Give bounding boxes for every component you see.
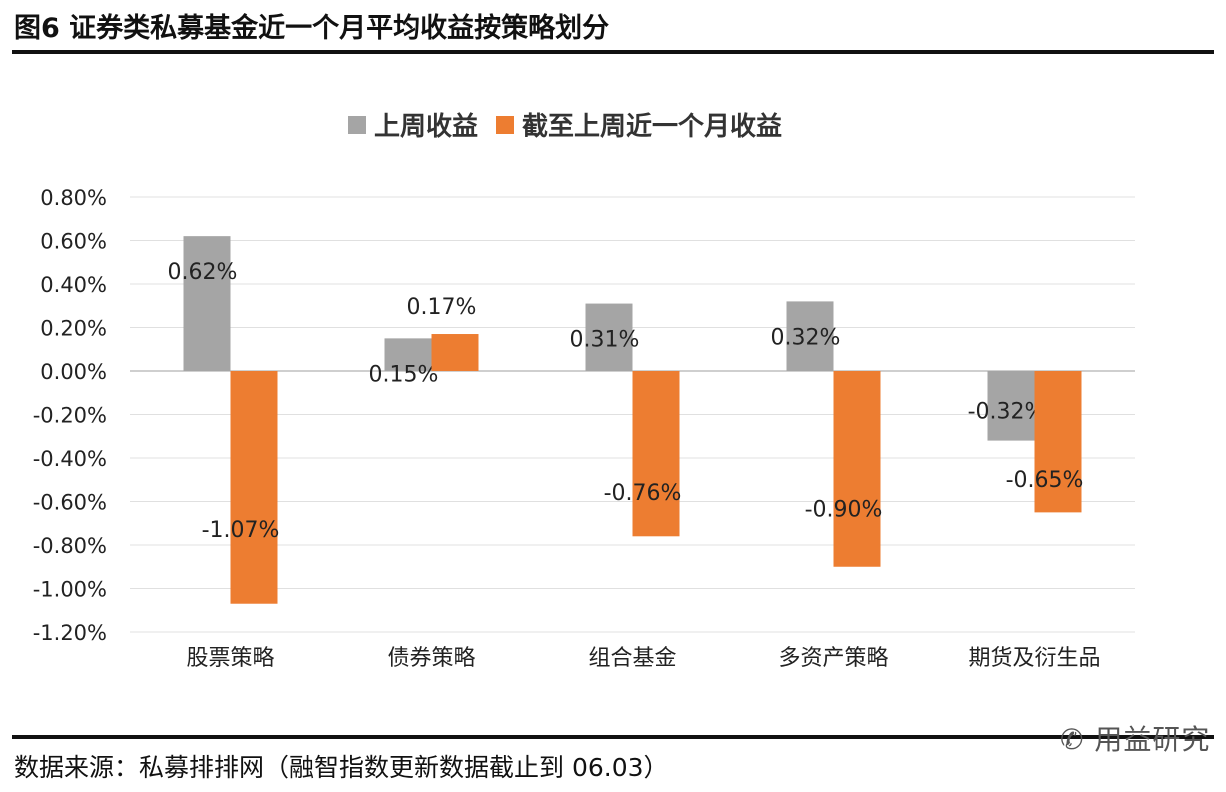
bar-monthly [431,334,479,371]
y-tick-label: -0.80% [33,534,107,558]
data-label: 0.31% [570,328,640,353]
x-tick-label: 债券策略 [387,646,475,671]
y-tick-label: 0.20% [40,317,107,341]
x-tick-label: 期货及衍生品 [968,646,1100,671]
source-note: 数据来源：私募排排网（融智指数更新数据截止到 06.03） [14,753,669,782]
legend-label: 上周收益 [374,112,478,142]
bar-monthly [230,371,278,604]
bar-weekly [786,301,834,371]
data-label: -0.76% [604,481,682,506]
bar-weekly [585,303,633,371]
bar-monthly [833,371,881,567]
watermark-text: 用益研究 [1094,723,1211,756]
y-tick-label: 0.80% [40,186,107,210]
legend-swatch [348,116,366,134]
y-tick-label: -1.00% [33,578,107,602]
top-rule [12,50,1214,54]
y-tick-label: 0.60% [40,230,107,254]
y-tick-label: -0.40% [33,447,107,471]
data-label: 0.17% [407,295,477,320]
data-label: -0.90% [805,498,883,523]
x-tick-label: 股票策略 [186,646,274,671]
bar-weekly [987,371,1035,441]
legend-swatch [496,116,514,134]
data-label: -0.65% [1006,468,1084,493]
watermark: ✆ 用益研究 [1060,723,1211,756]
x-tick-label: 多资产策略 [778,646,888,671]
y-tick-label: 0.00% [40,360,107,384]
bar-monthly [1034,371,1082,513]
bar-monthly [632,371,680,537]
y-tick-label: -0.20% [33,404,107,428]
data-label: 0.15% [369,362,439,387]
data-label: -0.32% [968,400,1046,425]
bar-weekly [384,338,432,371]
data-label: 0.32% [771,325,841,350]
bar-weekly [183,236,231,371]
y-tick-label: -1.20% [33,621,107,645]
x-tick-label: 组合基金 [588,646,676,671]
bottom-rule [12,735,1214,739]
y-tick-label: 0.40% [40,273,107,297]
figure-title: 图6 证券类私募基金近一个月平均收益按策略划分 [14,13,610,44]
data-label: -1.07% [202,518,280,543]
legend-label: 截至上周近一个月收益 [522,112,782,142]
y-tick-label: -0.60% [33,491,107,515]
data-label: 0.62% [168,260,238,285]
